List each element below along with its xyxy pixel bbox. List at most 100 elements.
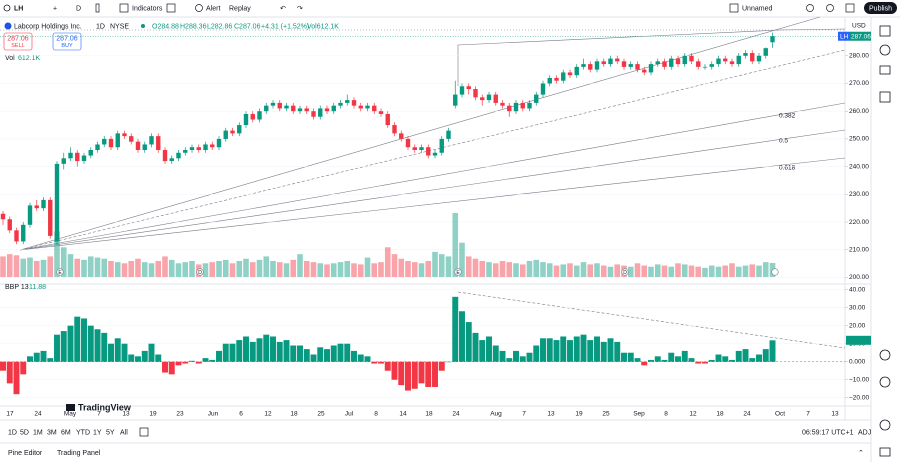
- volume-bar: [189, 261, 195, 277]
- indicators-button[interactable]: Indicators: [132, 5, 163, 12]
- volume-bar: [256, 259, 263, 277]
- bbp-bar: [114, 338, 121, 362]
- volume-bar: [121, 263, 128, 277]
- candle-body: [345, 100, 350, 103]
- candle-body: [540, 83, 546, 95]
- volume-bar: [243, 258, 249, 277]
- sell-button[interactable]: [3, 32, 33, 51]
- publish-label[interactable]: Publish: [869, 5, 892, 12]
- bbp-bar: [567, 340, 573, 362]
- publish-button[interactable]: [864, 2, 897, 14]
- undo[interactable]: ↶: [280, 5, 286, 12]
- bbp-bar: [182, 361, 189, 364]
- bbp-bar: [209, 359, 216, 362]
- volume-bar: [81, 259, 87, 277]
- range-button[interactable]: 3M: [47, 429, 57, 436]
- help-icon[interactable]: [879, 419, 891, 431]
- event-marker[interactable]: [56, 268, 64, 276]
- event-marker[interactable]: [196, 268, 204, 276]
- alerts-icon[interactable]: [879, 44, 891, 56]
- volume-bar: [519, 264, 526, 277]
- adj-button[interactable]: ADJ: [858, 429, 871, 436]
- bbp-bar: [499, 350, 506, 362]
- bbp-bar: [641, 361, 648, 366]
- event-marker[interactable]: [621, 268, 629, 276]
- fullscreen-icon[interactable]: [845, 3, 855, 13]
- chat-icon[interactable]: [879, 376, 891, 388]
- range-button[interactable]: YTD: [76, 429, 90, 436]
- x-tick-label: 25: [317, 411, 325, 418]
- bbp-bar: [108, 343, 114, 362]
- candle-body: [567, 72, 573, 76]
- news-icon[interactable]: [879, 91, 891, 103]
- chart-type-icon[interactable]: [95, 3, 100, 13]
- symbol-name[interactable]: Labcorp Holdings Inc.: [14, 23, 82, 30]
- event-marker[interactable]: [454, 268, 462, 276]
- bbp-bar: [371, 361, 378, 364]
- trading-panel-tab[interactable]: Trading Panel: [57, 450, 101, 457]
- candle-body: [41, 199, 46, 209]
- range-button[interactable]: 5D: [20, 429, 29, 436]
- range-button[interactable]: 6M: [61, 429, 71, 436]
- bbp-tick-label: −10.00: [849, 376, 869, 383]
- x-tick-label: Jun: [208, 411, 219, 418]
- range-button[interactable]: 5Y: [106, 429, 115, 436]
- replay-button[interactable]: Replay: [229, 5, 251, 12]
- event-label[interactable]: E: [58, 270, 62, 276]
- search-icon[interactable]: [3, 4, 11, 12]
- volume-bar: [540, 262, 546, 277]
- bbp-bar: [708, 359, 715, 362]
- symbol-tag-label: LH: [840, 33, 849, 40]
- data-window-icon[interactable]: [879, 65, 891, 75]
- fib-level: 0.618: [779, 165, 796, 172]
- ideas-icon[interactable]: [879, 349, 891, 361]
- buy-button[interactable]: [52, 32, 82, 51]
- bbp-bar: [580, 334, 587, 362]
- volume-bar: [600, 265, 607, 277]
- range-button[interactable]: 1Y: [93, 429, 102, 436]
- sell-label[interactable]: SELL: [11, 43, 24, 49]
- add-symbol[interactable]: +: [53, 5, 57, 12]
- pine-editor-tab[interactable]: Pine Editor: [8, 450, 43, 457]
- bbp-bar: [0, 361, 6, 371]
- templates-icon[interactable]: [166, 3, 176, 13]
- candle-body: [507, 105, 512, 112]
- collapse-panel[interactable]: ⌃: [858, 449, 864, 457]
- candle-body: [642, 69, 647, 73]
- bbp-bar: [27, 356, 33, 362]
- candle-body: [223, 130, 228, 139]
- notifications-icon[interactable]: [879, 447, 891, 457]
- event-label[interactable]: E: [456, 270, 460, 276]
- bbp-bar: [364, 356, 371, 362]
- settings-icon[interactable]: [826, 4, 834, 12]
- date-range-icon[interactable]: [139, 427, 149, 437]
- redo[interactable]: ↷: [297, 5, 303, 12]
- search-quick[interactable]: [806, 4, 814, 12]
- layout-icon[interactable]: [729, 3, 739, 13]
- layout-name[interactable]: Unnamed: [742, 5, 772, 12]
- symbol[interactable]: LH: [14, 5, 23, 12]
- range-button[interactable]: All: [120, 429, 128, 436]
- volume-bar: [722, 265, 729, 277]
- buy-price[interactable]: 287.06: [56, 35, 78, 42]
- event-label[interactable]: D: [623, 270, 627, 276]
- candle-body: [426, 147, 431, 156]
- range-button[interactable]: 1M: [33, 429, 43, 436]
- bbp-bar: [621, 352, 627, 362]
- alert-button[interactable]: Alert: [206, 5, 220, 12]
- event-label[interactable]: D: [198, 270, 202, 276]
- bbp-bar: [60, 331, 67, 362]
- alert-icon[interactable]: [195, 4, 203, 12]
- candle-body: [304, 108, 309, 112]
- split-marker[interactable]: [771, 268, 779, 276]
- buy-label[interactable]: BUY: [61, 43, 73, 49]
- range-button[interactable]: 1D: [8, 429, 17, 436]
- indicators-icon[interactable]: [119, 3, 129, 13]
- volume-bar: [479, 261, 486, 277]
- interval[interactable]: D: [76, 5, 81, 12]
- candle-body: [88, 150, 93, 156]
- watchlist-icon[interactable]: [879, 25, 891, 37]
- x-tick-label: 18: [290, 411, 298, 418]
- sell-price[interactable]: 287.06: [7, 35, 29, 42]
- volume-bar: [303, 261, 310, 277]
